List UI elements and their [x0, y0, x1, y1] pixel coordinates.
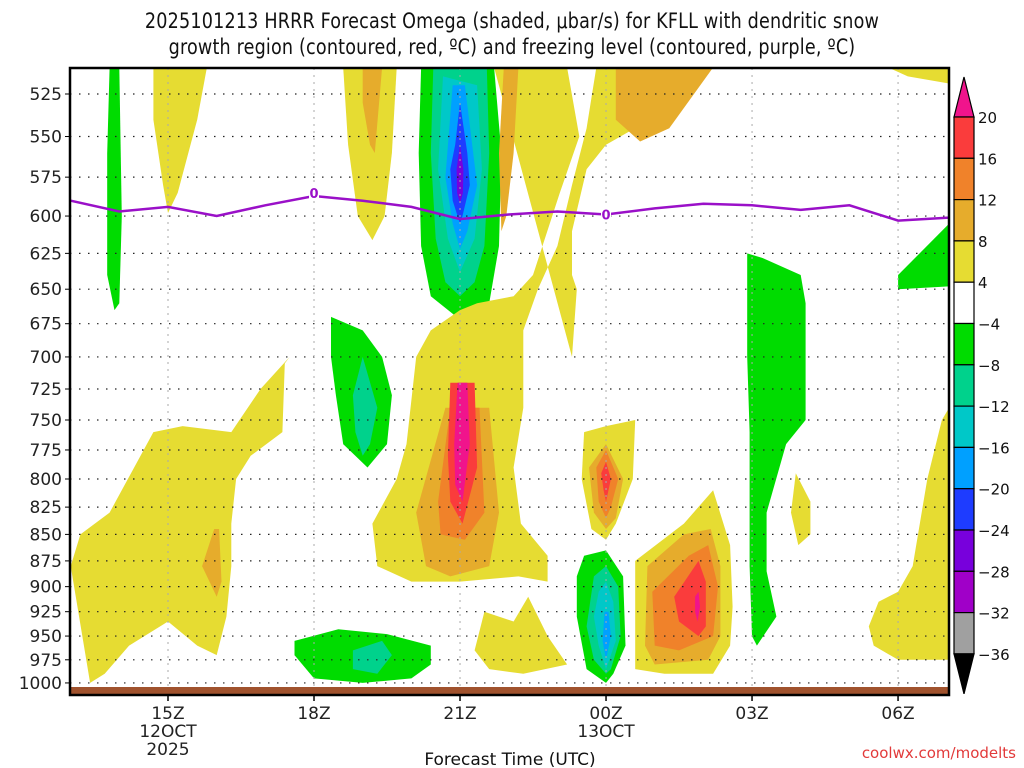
- omega-region-extra-1: [202, 529, 222, 597]
- colorbar-label-16: 16: [978, 150, 997, 168]
- x-tick-label-00Z: 00Z: [589, 704, 622, 724]
- y-tick-label-950: 950: [30, 627, 62, 647]
- colorbar-label--4: −4: [978, 316, 1000, 334]
- y-tick-label-625: 625: [30, 244, 62, 264]
- omega-region-4-2: [343, 68, 397, 241]
- plot-border: [68, 66, 951, 697]
- y-tick-label-675: 675: [30, 315, 62, 335]
- freezing-label-bg: [601, 206, 612, 221]
- y-tick-label-700: 700: [30, 348, 62, 368]
- title-line-1: 2025101213 HRRR Forecast Omega (shaded, …: [144, 9, 880, 33]
- y-tick-label-825: 825: [30, 498, 62, 518]
- colorbar-label--16: −16: [978, 439, 1010, 457]
- omega-region-neg4-0: [107, 68, 122, 311]
- omega-region-extra-27: [889, 68, 949, 84]
- freezing-level-line: [70, 194, 949, 222]
- colorbar-box-20-to-16: [953, 116, 975, 159]
- freezing-level-label: 0: [602, 209, 611, 224]
- colorbar-label--28: −28: [978, 563, 1010, 581]
- title-line-2: growth region (contoured, red, ºC) and f…: [168, 35, 856, 59]
- ground-bar: [70, 687, 949, 695]
- x-tick-label-13OCT: 13OCT: [577, 722, 635, 742]
- colorbar-label-8: 8: [978, 233, 988, 251]
- x-tick-label-18Z: 18Z: [297, 704, 330, 724]
- colorbar-label-12: 12: [978, 192, 997, 210]
- y-tick-label-600: 600: [30, 207, 62, 227]
- y-tick-label-650: 650: [30, 280, 62, 300]
- y-tick-label-975: 975: [30, 651, 62, 671]
- omega-region-extra-13: [602, 611, 611, 660]
- colorbar-bottom-arrow: [953, 653, 975, 695]
- y-tick-label-925: 925: [30, 603, 62, 623]
- colorbar-box-4-to--4: [953, 281, 975, 325]
- colorbar-box--20-to--24: [953, 488, 975, 531]
- freezing-level-contour: 00: [70, 184, 949, 224]
- colorbar-box-12-to-8: [953, 199, 975, 242]
- y-tick-label-525: 525: [30, 85, 62, 105]
- colorbar-label--24: −24: [978, 522, 1010, 540]
- omega-region-neg8-14: [352, 356, 378, 456]
- x-tick-label-21Z: 21Z: [443, 704, 476, 724]
- shaded-omega-regions: [70, 68, 949, 683]
- colorbar-label--36: −36: [978, 646, 1010, 664]
- y-tick-label-875: 875: [30, 552, 62, 572]
- x-axis-label: Forecast Time (UTC): [424, 750, 595, 768]
- colorbar-box--12-to--16: [953, 405, 975, 449]
- credit-text: coolwx.com/modelts: [862, 744, 1016, 762]
- y-tick-label-575: 575: [30, 168, 62, 188]
- colorbar: 20 16 12 8 4 −4 −8 −12 −16 −20 −24 −28 −32 −36: [953, 76, 1010, 695]
- colorbar-label--32: −32: [978, 605, 1010, 623]
- colorbar-top-arrow: [953, 76, 975, 118]
- omega-region-extra-23: [747, 253, 806, 646]
- x-tick-label-06Z: 06Z: [881, 704, 914, 724]
- colorbar-box-16-to-12: [953, 157, 975, 201]
- y-tick-label-750: 750: [30, 411, 62, 431]
- colorbar-label--12: −12: [978, 398, 1010, 416]
- y-tick-label-850: 850: [30, 525, 62, 545]
- y-tick-label-1000: 1000: [19, 674, 62, 694]
- x-tick-label-03Z: 03Z: [735, 704, 768, 724]
- y-tick-label-550: 550: [30, 128, 62, 148]
- freezing-level-label: 0: [309, 187, 318, 202]
- colorbar-box--4-to--8: [953, 322, 975, 366]
- omega-region-extra-22: [695, 591, 700, 622]
- colorbar-box-8-to-4: [953, 240, 975, 283]
- omega-region-extra-3: [352, 640, 392, 674]
- colorbar-box--24-to--28: [953, 529, 975, 572]
- omega-region-4-1: [153, 68, 207, 213]
- colorbar-label-4: 4: [978, 274, 988, 292]
- x-tick-label-12OCT: 12OCT: [139, 722, 197, 742]
- omega-region-extra-24: [791, 473, 811, 546]
- y-tick-label-800: 800: [30, 470, 62, 490]
- y-tick-label-725: 725: [30, 380, 62, 400]
- freezing-label-bg: [309, 184, 320, 199]
- colorbar-box--32-to--36: [953, 611, 975, 655]
- omega-region-extra-9: [474, 596, 568, 674]
- colorbar-label--20: −20: [978, 481, 1010, 499]
- omega-region-8-11: [499, 68, 519, 232]
- omega-region-extra-7: [454, 382, 470, 502]
- chart-title: 2025101213 HRRR Forecast Omega (shaded, …: [36, 8, 988, 60]
- y-tick-label-775: 775: [30, 441, 62, 461]
- x-tick-label-15Z: 15Z: [151, 704, 184, 724]
- omega-region-8-3: [362, 68, 383, 153]
- y-axis-ticks: 525 550 575 600 625 650 675 700 725 750 775 800 825 8…: [19, 85, 70, 694]
- omega-region-extra-26: [868, 408, 949, 660]
- colorbar-box--28-to--32: [953, 570, 975, 614]
- colorbar-label--8: −8: [978, 357, 1000, 375]
- omega-region-8-12: [615, 68, 713, 142]
- omega-region-extra-25: [898, 223, 949, 290]
- x-tick-label-2025: 2025: [146, 740, 189, 760]
- y-tick-label-900: 900: [30, 578, 62, 598]
- colorbar-box--16-to--20: [953, 446, 975, 490]
- colorbar-box--8-to--12: [953, 364, 975, 407]
- omega-region-extra-0: [70, 356, 290, 683]
- colorbar-label-20: 20: [978, 109, 997, 127]
